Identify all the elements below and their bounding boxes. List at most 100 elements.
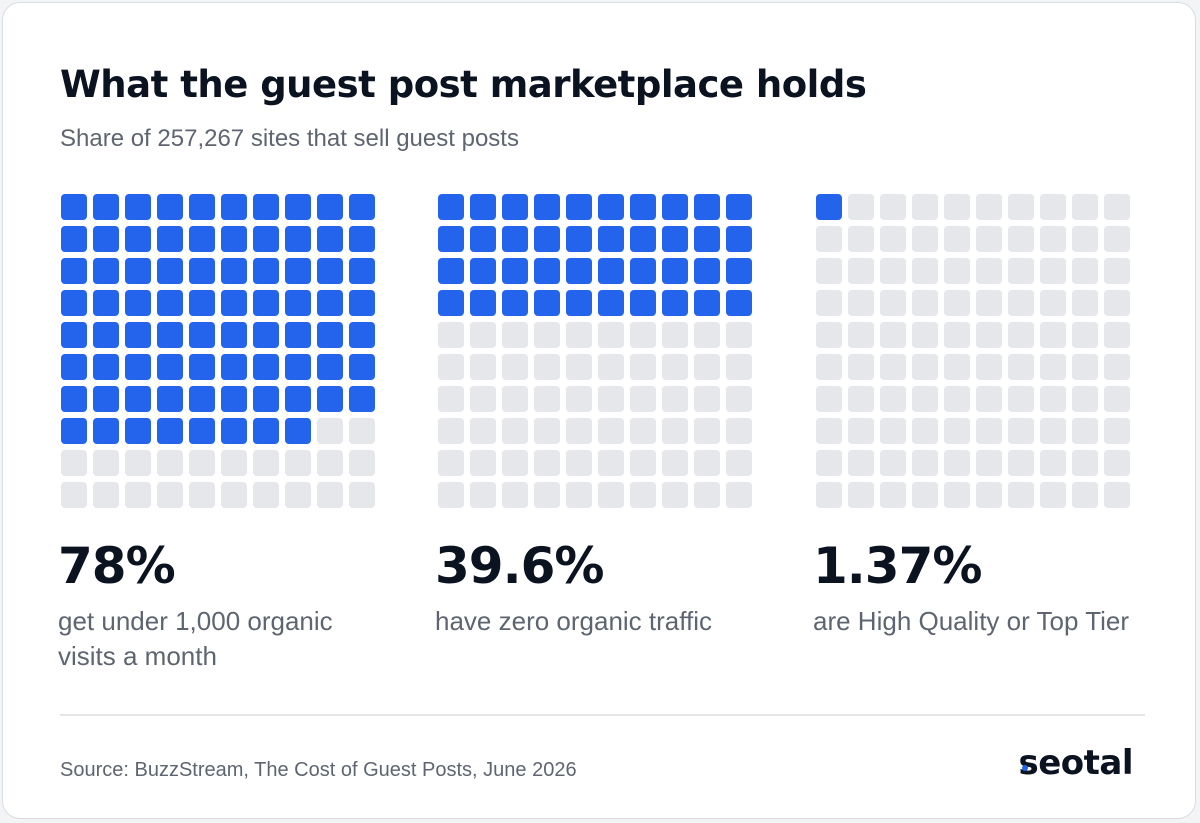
- waffle-cell-filled: [93, 290, 119, 316]
- stat-value: 1.37%: [813, 537, 982, 595]
- waffle-cell-empty: [1072, 386, 1098, 412]
- waffle-cell-empty: [912, 418, 938, 444]
- waffle-cell-empty: [662, 418, 688, 444]
- waffle-cell-empty: [662, 354, 688, 380]
- waffle-cell-empty: [630, 418, 656, 444]
- waffle-cell-empty: [880, 194, 906, 220]
- waffle-cell-empty: [438, 450, 464, 476]
- waffle-cell-empty: [349, 450, 375, 476]
- waffle-cell-empty: [816, 226, 842, 252]
- waffle-cell-empty: [349, 482, 375, 508]
- waffle-cell-empty: [944, 194, 970, 220]
- waffle-cell-empty: [976, 354, 1002, 380]
- waffle-cell-filled: [534, 290, 560, 316]
- waffle-cell-empty: [1040, 226, 1066, 252]
- waffle-cell-empty: [944, 482, 970, 508]
- waffle-cell-filled: [221, 354, 247, 380]
- waffle-cell-empty: [1072, 226, 1098, 252]
- waffle-cell-filled: [61, 418, 87, 444]
- waffle-cell-filled: [630, 258, 656, 284]
- waffle-cell-filled: [189, 418, 215, 444]
- waffle-cell-filled: [470, 194, 496, 220]
- waffle-cell-filled: [253, 322, 279, 348]
- waffle-cell-empty: [1040, 482, 1066, 508]
- stat-label: have zero organic traffic: [435, 606, 712, 636]
- waffle-cell-empty: [534, 354, 560, 380]
- waffle-cell-filled: [598, 194, 624, 220]
- waffle-cell-empty: [93, 482, 119, 508]
- waffle-cell-filled: [317, 322, 343, 348]
- waffle-cell-empty: [726, 386, 752, 412]
- seotal-logo: seotal: [1018, 739, 1133, 783]
- waffle-cell-filled: [93, 418, 119, 444]
- waffle-cell-empty: [502, 354, 528, 380]
- waffle-cell-empty: [848, 194, 874, 220]
- waffle-cell-filled: [816, 194, 842, 220]
- waffle-cell-empty: [502, 482, 528, 508]
- waffle-cell-empty: [1104, 290, 1130, 316]
- waffle-cell-empty: [880, 226, 906, 252]
- waffle-cell-empty: [566, 386, 592, 412]
- waffle-cell-empty: [285, 482, 311, 508]
- waffle-cell-filled: [285, 194, 311, 220]
- waffle-cell-empty: [1104, 386, 1130, 412]
- waffle-cell-filled: [61, 322, 87, 348]
- waffle-cell-empty: [848, 482, 874, 508]
- waffle-cell-filled: [221, 418, 247, 444]
- waffle-cell-empty: [816, 450, 842, 476]
- waffle-cell-filled: [93, 354, 119, 380]
- waffle-cell-empty: [944, 450, 970, 476]
- waffle-cell-filled: [253, 418, 279, 444]
- waffle-cell-filled: [253, 226, 279, 252]
- waffle-cell-empty: [1104, 226, 1130, 252]
- waffle-panel-zero-traffic: 39.6% have zero organic traffic: [435, 191, 753, 636]
- waffle-cell-empty: [662, 482, 688, 508]
- waffle-cell-empty: [912, 482, 938, 508]
- waffle-cell-filled: [189, 386, 215, 412]
- waffle-cell-filled: [349, 226, 375, 252]
- waffle-cell-filled: [598, 290, 624, 316]
- waffle-cell-empty: [694, 322, 720, 348]
- waffle-cell-empty: [1008, 258, 1034, 284]
- waffle-cell-empty: [1040, 194, 1066, 220]
- waffle-cell-filled: [253, 194, 279, 220]
- footer-divider: [60, 714, 1145, 716]
- waffle-cell-filled: [93, 322, 119, 348]
- waffle-cell-empty: [1104, 194, 1130, 220]
- waffle-cell-empty: [1072, 194, 1098, 220]
- waffle-cell-empty: [470, 450, 496, 476]
- waffle-cell-empty: [880, 418, 906, 444]
- waffle-cell-empty: [1008, 194, 1034, 220]
- waffle-cell-empty: [1008, 482, 1034, 508]
- waffle-cell-empty: [694, 386, 720, 412]
- waffle-cell-filled: [502, 194, 528, 220]
- waffle-cell-filled: [285, 226, 311, 252]
- waffle-cell-filled: [598, 258, 624, 284]
- waffle-cell-empty: [221, 450, 247, 476]
- waffle-cell-empty: [93, 450, 119, 476]
- waffle-cell-empty: [502, 386, 528, 412]
- waffle-cell-empty: [630, 482, 656, 508]
- waffle-cell-filled: [566, 290, 592, 316]
- waffle-cell-empty: [912, 226, 938, 252]
- waffle-cell-empty: [566, 418, 592, 444]
- stat-value: 39.6%: [435, 537, 604, 595]
- chart-title: What the guest post marketplace holds: [60, 63, 867, 106]
- waffle-cell-filled: [253, 386, 279, 412]
- waffle-cell-filled: [157, 354, 183, 380]
- waffle-cell-filled: [157, 194, 183, 220]
- waffle-cell-empty: [944, 258, 970, 284]
- waffle-cell-filled: [125, 386, 151, 412]
- waffle-cell-filled: [726, 226, 752, 252]
- waffle-cell-filled: [285, 322, 311, 348]
- waffle-cell-empty: [944, 226, 970, 252]
- waffle-cell-empty: [125, 482, 151, 508]
- waffle-cell-empty: [912, 258, 938, 284]
- waffle-cell-filled: [349, 258, 375, 284]
- stat-label: get under 1,000 organic visits a month: [58, 606, 333, 671]
- waffle-cell-filled: [157, 322, 183, 348]
- waffle-cell-empty: [1104, 258, 1130, 284]
- waffle-cell-filled: [694, 226, 720, 252]
- waffle-cell-empty: [816, 258, 842, 284]
- waffle-cell-filled: [157, 418, 183, 444]
